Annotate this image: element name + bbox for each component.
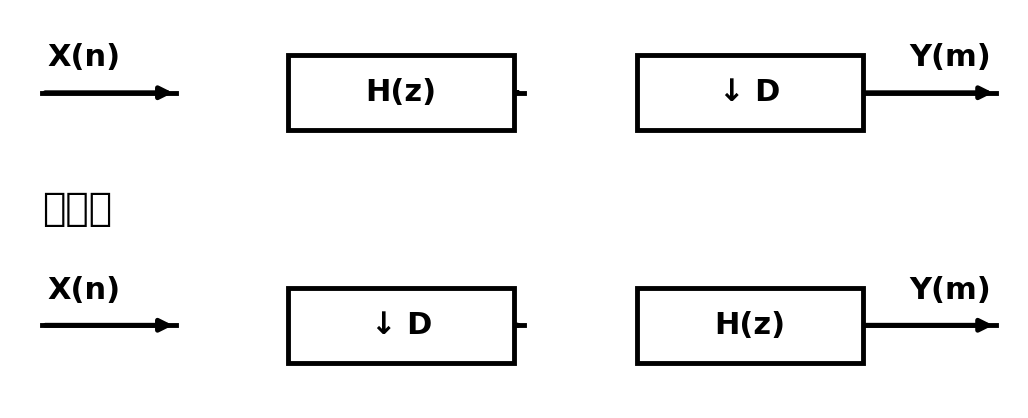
Text: X(n): X(n) [47, 275, 120, 304]
Text: H(z): H(z) [714, 311, 785, 340]
FancyBboxPatch shape [289, 55, 514, 130]
Text: Y(m): Y(m) [909, 43, 991, 72]
Text: 等效于: 等效于 [42, 190, 112, 228]
Text: ↓ D: ↓ D [370, 311, 432, 340]
FancyBboxPatch shape [289, 288, 514, 363]
Text: Y(m): Y(m) [909, 275, 991, 304]
FancyBboxPatch shape [637, 55, 862, 130]
Text: X(n): X(n) [47, 43, 120, 72]
FancyBboxPatch shape [637, 288, 862, 363]
Text: ↓ D: ↓ D [720, 78, 780, 107]
Text: H(z): H(z) [366, 78, 437, 107]
